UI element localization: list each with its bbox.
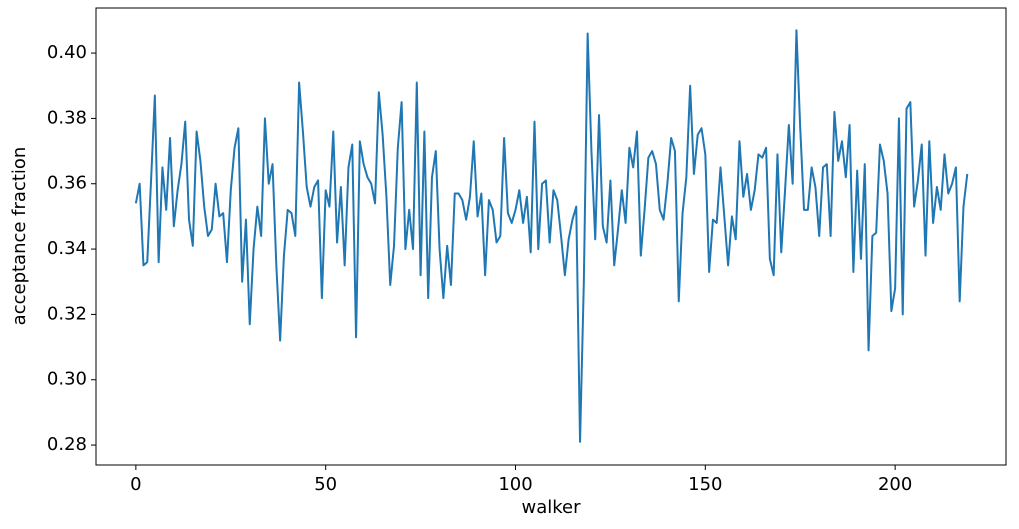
- y-tick-label: 0.36: [47, 173, 87, 194]
- y-tick-label: 0.34: [47, 238, 87, 259]
- x-tick-label: 150: [688, 474, 722, 495]
- y-axis-label: acceptance fraction: [9, 147, 30, 326]
- y-tick-label: 0.28: [47, 434, 87, 455]
- y-tick-label: 0.30: [47, 369, 87, 390]
- x-tick-label: 50: [314, 474, 337, 495]
- y-tick-label: 0.40: [47, 42, 87, 63]
- plot-frame: [95, 7, 1007, 466]
- x-axis-label: walker: [521, 497, 581, 518]
- x-tick-label: 100: [498, 474, 532, 495]
- y-tick-label: 0.38: [47, 107, 87, 128]
- y-tick-label: 0.32: [47, 303, 87, 324]
- data-line: [134, 29, 969, 443]
- x-tick-label: 200: [878, 474, 912, 495]
- x-tick-label: 0: [130, 474, 141, 495]
